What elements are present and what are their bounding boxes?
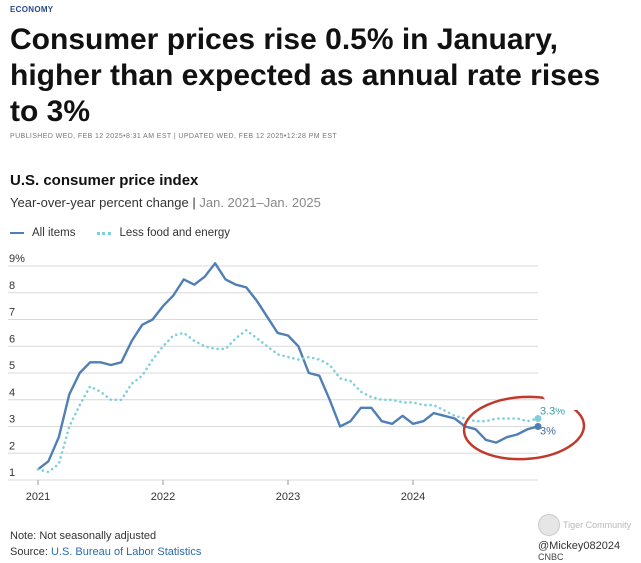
x-tick-label-2024: 2024 [401,491,425,503]
y-tick-label-2: 2 [9,440,15,452]
x-tick-label-2022: 2022 [151,491,175,503]
series-end-point-all-items [534,423,542,430]
y-tick-label-5: 5 [9,360,15,372]
highlight-circle [462,395,586,461]
chart-title: U.S. consumer price index [10,172,199,189]
chart-subtitle-text: Year-over-year percent change [10,195,189,210]
chart-subtitle-separator: | [188,195,200,210]
section-tag[interactable]: ECONOMY [10,5,54,14]
series-line-core [36,328,540,474]
x-tick-label-2021: 2021 [26,491,50,503]
y-tick-label-6: 6 [9,333,15,345]
y-tick-label-9: 9% [9,253,25,265]
username-tag: @Mickey082024 [538,540,621,552]
legend-label-all-items: All items [32,227,76,239]
chart-legend: All items Less food and energy [10,227,252,239]
cnbc-logo: @Mickey082024 CNBC [538,540,620,562]
chart-source: Source: U.S. Bureau of Labor Statistics [10,546,201,558]
watermark-text: Tiger Community [563,520,632,530]
source-label: Source: [10,546,51,558]
legend-item-all-items: All items [10,227,75,239]
x-tick-label-2023: 2023 [276,491,300,503]
y-tick-label-7: 7 [9,307,15,319]
y-tick-label-3: 3 [9,414,15,426]
source-link[interactable]: U.S. Bureau of Labor Statistics [50,546,202,558]
chart-subtitle: Year-over-year percent change | Jan. 202… [10,195,321,210]
y-tick-label-4: 4 [9,387,15,399]
tiger-watermark: Tiger Community [538,514,631,536]
series-end-point-core [534,414,542,422]
chart-subtitle-range: Jan. 2021–Jan. 2025 [199,195,321,210]
legend-swatch-dotted [97,231,112,235]
end-label-all-items: 3% [540,426,556,438]
legend-item-core: Less food and energy [97,227,230,239]
legend-label-core: Less food and energy [119,227,231,239]
y-tick-label-8: 8 [9,280,15,292]
chart-note: Note: Not seasonally adjusted [10,530,157,542]
whiteout-overlay [538,340,641,410]
cnbc-logo-text: CNBC [538,552,564,562]
headline: Consumer prices rise 0.5% in January, hi… [10,23,601,128]
legend-swatch-solid [10,232,24,234]
y-tick-label-1: 1 [9,467,15,479]
dateline: PUBLISHED WED, FEB 12 2025•8:31 AM EST |… [10,133,338,140]
series-line-all-items [36,262,540,471]
tiger-logo-icon [538,514,560,536]
